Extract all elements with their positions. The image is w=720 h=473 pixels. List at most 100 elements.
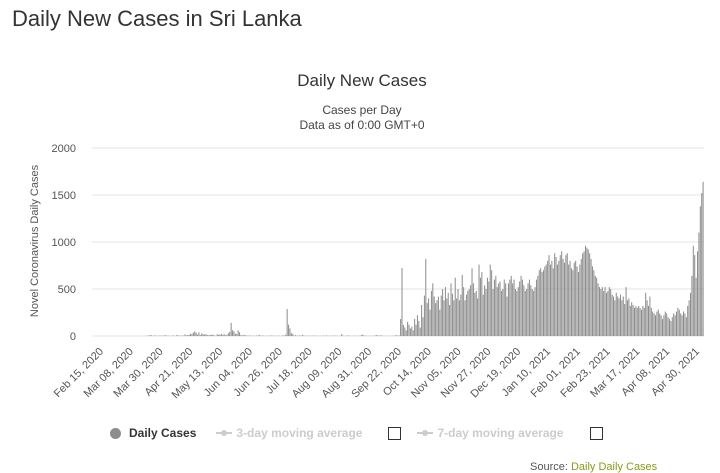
bar[interactable] [687, 306, 688, 336]
bar[interactable] [472, 268, 473, 336]
bar[interactable] [652, 312, 653, 336]
bar[interactable] [701, 193, 702, 336]
bar[interactable] [591, 259, 592, 336]
bar[interactable] [239, 332, 240, 336]
bar[interactable] [190, 334, 191, 336]
bar[interactable] [644, 308, 645, 336]
bar[interactable] [491, 270, 492, 336]
bar[interactable] [176, 335, 177, 336]
bar[interactable] [680, 313, 681, 336]
bar[interactable] [598, 283, 599, 336]
bar[interactable] [521, 276, 522, 336]
bar[interactable] [466, 295, 467, 336]
bar[interactable] [402, 268, 403, 336]
bar[interactable] [525, 291, 526, 336]
bar[interactable] [484, 285, 485, 336]
bar[interactable] [396, 335, 397, 336]
bar[interactable] [302, 335, 303, 336]
bar[interactable] [400, 319, 401, 336]
bar[interactable] [616, 293, 617, 336]
bar[interactable] [512, 283, 513, 336]
bar[interactable] [500, 281, 501, 336]
bar[interactable] [610, 289, 611, 336]
bar[interactable] [504, 280, 505, 336]
bar[interactable] [407, 322, 408, 336]
bar[interactable] [289, 328, 290, 336]
bar[interactable] [288, 325, 289, 336]
bar[interactable] [403, 325, 404, 336]
bar[interactable] [620, 295, 621, 336]
bar[interactable] [515, 289, 516, 336]
bar[interactable] [490, 265, 491, 336]
bar[interactable] [203, 334, 204, 336]
bar[interactable] [414, 319, 415, 336]
bar[interactable] [645, 293, 646, 336]
bar[interactable] [686, 317, 687, 336]
bar[interactable] [193, 332, 194, 336]
bar[interactable] [287, 309, 288, 336]
bar[interactable] [501, 291, 502, 336]
bar[interactable] [444, 300, 445, 336]
bar[interactable] [526, 289, 527, 336]
source-link[interactable]: Daily Daily Cases [571, 461, 657, 473]
bar[interactable] [222, 335, 223, 336]
bar[interactable] [238, 330, 239, 336]
bar[interactable] [599, 287, 600, 336]
bar[interactable] [567, 253, 568, 336]
bar[interactable] [507, 297, 508, 336]
bar[interactable] [326, 335, 327, 336]
bar[interactable] [679, 310, 680, 336]
bar[interactable] [684, 313, 685, 336]
bar[interactable] [424, 296, 425, 336]
bar[interactable] [693, 246, 694, 336]
bar[interactable] [228, 333, 229, 336]
bar[interactable] [528, 283, 529, 336]
bar[interactable] [155, 335, 156, 336]
bar[interactable] [421, 305, 422, 336]
bar[interactable] [575, 261, 576, 336]
bar[interactable] [549, 255, 550, 336]
bar[interactable] [282, 335, 283, 336]
bar[interactable] [694, 255, 695, 336]
bar[interactable] [673, 313, 674, 336]
bar[interactable] [165, 335, 166, 336]
bar[interactable] [149, 335, 150, 336]
bar[interactable] [487, 278, 488, 336]
bar[interactable] [585, 246, 586, 336]
bar[interactable] [635, 306, 636, 336]
bar[interactable] [613, 297, 614, 336]
bar[interactable] [470, 285, 471, 336]
bar[interactable] [505, 283, 506, 336]
bar[interactable] [232, 330, 233, 336]
bar[interactable] [189, 335, 190, 336]
bar[interactable] [553, 268, 554, 336]
bar[interactable] [581, 259, 582, 336]
bar[interactable] [418, 321, 419, 336]
bar[interactable] [362, 335, 363, 336]
bar[interactable] [530, 285, 531, 336]
bar[interactable] [225, 335, 226, 336]
bar[interactable] [218, 335, 219, 336]
bar[interactable] [453, 300, 454, 336]
bar[interactable] [488, 281, 489, 336]
bar[interactable] [428, 298, 429, 336]
bar[interactable] [432, 283, 433, 336]
bar[interactable] [423, 317, 424, 336]
bar[interactable] [431, 291, 432, 336]
bar[interactable] [245, 335, 246, 336]
bar[interactable] [627, 300, 628, 336]
bar[interactable] [511, 276, 512, 336]
bar[interactable] [498, 283, 499, 336]
bar[interactable] [449, 305, 450, 336]
bar[interactable] [442, 289, 443, 336]
bar[interactable] [460, 295, 461, 336]
bar[interactable] [465, 300, 466, 336]
bar[interactable] [441, 296, 442, 336]
bar[interactable] [516, 291, 517, 336]
bar[interactable] [582, 253, 583, 336]
bar[interactable] [641, 310, 642, 336]
bar[interactable] [451, 283, 452, 336]
bar[interactable] [564, 263, 565, 336]
legend-item-7-day-average[interactable]: 7-day moving average [417, 426, 563, 440]
bar[interactable] [696, 278, 697, 336]
